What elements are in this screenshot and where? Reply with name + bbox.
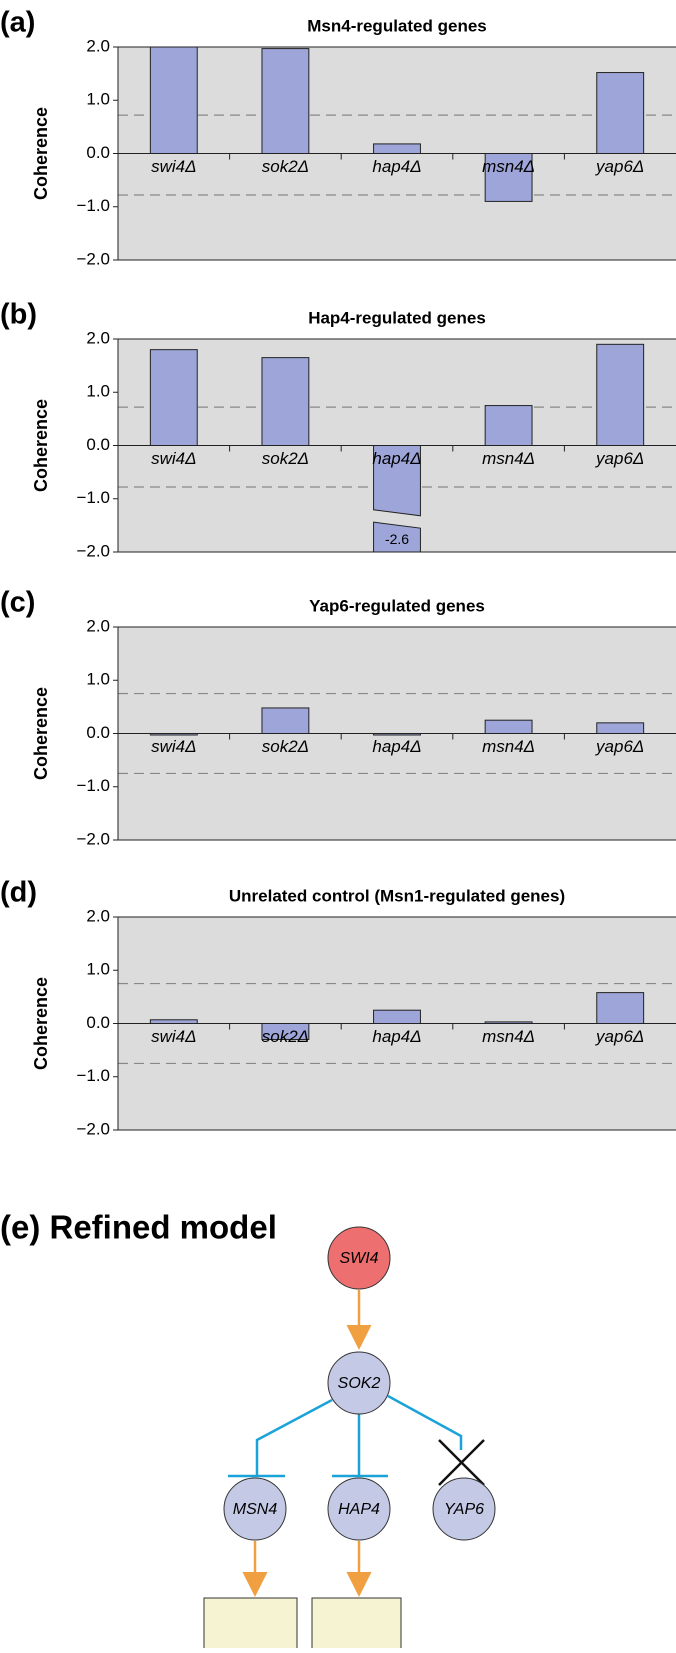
y-tick-label: −1.0 [76, 488, 110, 507]
y-axis-label: Coherence [31, 399, 51, 492]
target-box [203, 1597, 298, 1651]
node-label: YAP6 [444, 1501, 484, 1518]
bar [261, 707, 310, 735]
bar [149, 349, 198, 446]
y-tick-label: 2.0 [86, 616, 110, 635]
x-tick-label: msn4Δ [482, 737, 535, 756]
diagram-title: (e) Refined model [0, 1209, 277, 1246]
node [327, 1226, 391, 1290]
x-tick-label: msn4Δ [482, 157, 535, 176]
y-tick-label: 0.0 [86, 1013, 110, 1032]
x-tick-label: swi4Δ [151, 737, 196, 756]
bar [484, 719, 533, 734]
y-tick-label: −2.0 [76, 1119, 110, 1138]
chart: (a) Msn4-regulated genes Coherence −2.0 −1.0… [0, 7, 676, 268]
y-tick-label: 2.0 [86, 906, 110, 925]
inhibition-edge [255, 1398, 333, 1476]
y-tick-label: 2.0 [86, 36, 110, 55]
node-label: MSN4 [233, 1501, 278, 1518]
panel-label: (d) [0, 877, 37, 909]
y-tick-label: 0.0 [86, 723, 110, 742]
bar [373, 1009, 421, 1024]
bar [484, 153, 533, 202]
x-tick-label: hap4Δ [372, 157, 421, 176]
diagram: (e) Refined model SWI4 SOK2 MSN4 HAP4 YA… [0, 1209, 496, 1651]
y-tick-label: −2.0 [76, 249, 110, 268]
node [223, 1477, 287, 1541]
chart-title: Hap4-regulated genes [308, 308, 486, 327]
bar [596, 343, 645, 447]
bar [373, 143, 421, 154]
x-tick-label: hap4Δ [372, 1027, 421, 1046]
x-tick-label: sok2Δ [262, 449, 309, 468]
node [327, 1477, 391, 1541]
chart-title: Unrelated control (Msn1-regulated genes) [229, 886, 565, 905]
x-tick-label: swi4Δ [151, 449, 196, 468]
x-tick-label: sok2Δ [262, 157, 309, 176]
x-tick-label: yap6Δ [595, 157, 644, 176]
bar [596, 992, 645, 1024]
bar [261, 48, 310, 154]
y-tick-label: 2.0 [86, 328, 110, 347]
node [327, 1351, 391, 1415]
y-tick-label: −2.0 [76, 829, 110, 848]
y-tick-label: 0.0 [86, 143, 110, 162]
node [432, 1477, 496, 1541]
y-tick-label: 1.0 [86, 670, 110, 689]
y-axis-label: Coherence [31, 687, 51, 780]
x-tick-label: sok2Δ [262, 1027, 309, 1046]
bar [261, 357, 310, 447]
cross [438, 1439, 485, 1486]
bar [484, 405, 533, 446]
y-axis-label: Coherence [31, 977, 51, 1070]
node-label: SOK2 [338, 1375, 381, 1392]
x-tick-label: yap6Δ [595, 1027, 644, 1046]
chart: (c) Yap6-regulated genes Coherence −2.0 −1.0… [0, 587, 676, 848]
panel-label: (c) [0, 587, 35, 619]
x-tick-label: yap6Δ [595, 737, 644, 756]
panel-label: (a) [0, 7, 35, 39]
x-tick-label: swi4Δ [151, 157, 196, 176]
x-tick-label: hap4Δ [372, 737, 421, 756]
node-label: HAP4 [338, 1501, 380, 1518]
y-tick-label: 1.0 [86, 960, 110, 979]
chart-title: Yap6-regulated genes [309, 596, 485, 615]
y-tick-label: −2.0 [76, 541, 110, 560]
x-tick-label: swi4Δ [151, 1027, 196, 1046]
inhibition-edge [387, 1394, 463, 1450]
x-tick-label: yap6Δ [595, 449, 644, 468]
bar [149, 46, 198, 154]
bar [596, 722, 645, 734]
x-tick-label: msn4Δ [482, 1027, 535, 1046]
x-tick-label: sok2Δ [262, 737, 309, 756]
value-label: -2.6 [385, 531, 409, 547]
y-tick-label: 0.0 [86, 435, 110, 454]
target-box [311, 1597, 402, 1651]
y-tick-label: 1.0 [86, 90, 110, 109]
node-label: SWI4 [339, 1250, 378, 1267]
bar [596, 72, 645, 154]
y-tick-label: −1.0 [76, 196, 110, 215]
y-tick-label: −1.0 [76, 1066, 110, 1085]
chart: (d) Unrelated control (Msn1-regulated gen… [0, 877, 676, 1138]
x-tick-label: msn4Δ [482, 449, 535, 468]
panel-label: (b) [0, 299, 37, 331]
y-axis-label: Coherence [31, 107, 51, 200]
y-tick-label: 1.0 [86, 382, 110, 401]
bar [149, 1019, 198, 1025]
y-tick-label: −1.0 [76, 776, 110, 795]
chart: (b) Hap4-regulated genes Coherence -2.6 −2.0… [0, 299, 676, 560]
x-tick-label: hap4Δ [372, 449, 421, 468]
chart-title: Msn4-regulated genes [307, 16, 487, 35]
